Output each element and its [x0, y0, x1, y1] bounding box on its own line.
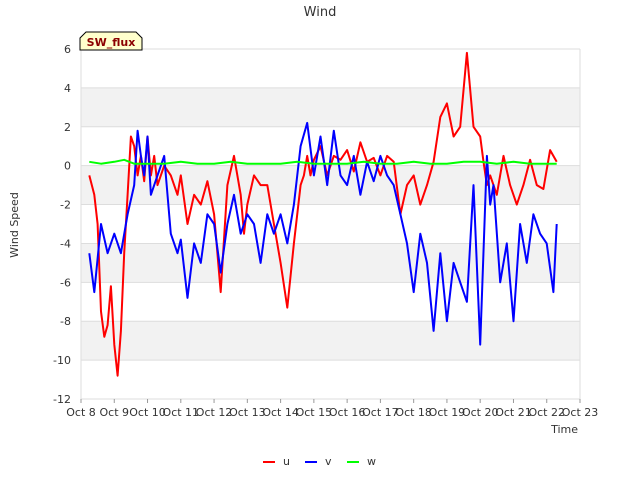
x-tick-label: Oct 19 — [429, 406, 466, 419]
x-tick-label: Oct 22 — [528, 406, 565, 419]
plot-band — [81, 165, 580, 205]
badge-label: SW_flux — [87, 36, 136, 49]
y-tick-label: 2 — [64, 121, 71, 134]
y-tick-label: -10 — [53, 354, 71, 367]
x-tick-label: Oct 21 — [495, 406, 532, 419]
x-tick-label: Oct 16 — [329, 406, 366, 419]
y-tick-label: 0 — [64, 160, 71, 173]
series-line-w — [89, 158, 557, 165]
x-tick-label: Oct 18 — [395, 406, 432, 419]
y-tick-label: -4 — [60, 237, 71, 250]
x-tick-label: Oct 14 — [262, 406, 299, 419]
legend-label-v[interactable]: v — [325, 455, 332, 468]
badge-shape — [79, 31, 143, 51]
plot-area — [81, 49, 580, 399]
legend-label-u[interactable]: u — [283, 455, 290, 468]
x-axis-label: Time — [550, 423, 578, 436]
x-tick-label: Oct 20 — [462, 406, 499, 419]
x-tick-label: Oct 15 — [296, 406, 333, 419]
y-tick-label: -12 — [53, 393, 71, 406]
plot-band — [81, 87, 580, 127]
x-tick-label: Oct 12 — [196, 406, 233, 419]
legend: u v w — [263, 455, 376, 468]
x-tick-label: Oct 17 — [362, 406, 399, 419]
x-tick-label: Oct 23 — [562, 406, 599, 419]
legend-label-w[interactable]: w — [367, 455, 376, 468]
y-tick-label: -6 — [60, 276, 71, 289]
y-tick-label: 6 — [64, 43, 71, 56]
chart-title: Wind — [304, 5, 337, 20]
y-tick-label: -2 — [60, 199, 71, 212]
plot-band — [81, 321, 580, 361]
y-tick-label: 4 — [64, 82, 71, 95]
y-axis-label: Wind Speed — [8, 192, 21, 258]
series-line-v — [88, 121, 558, 346]
x-tick-label: Oct 9 — [100, 406, 130, 419]
x-tick-label: Oct 10 — [129, 406, 166, 419]
series-layer — [88, 51, 558, 377]
y-axis: -12 -10 -8 -6 -4 -2 0 2 4 6 — [53, 43, 71, 406]
y-tick-label: -8 — [60, 315, 71, 328]
x-tick-label: Oct 8 — [66, 406, 96, 419]
sw-flux-badge: SW_flux — [79, 31, 143, 51]
x-tick-label: Oct 13 — [229, 406, 266, 419]
plot-band — [81, 243, 580, 283]
x-tick-label: Oct 11 — [163, 406, 200, 419]
series-line-u — [88, 51, 558, 377]
